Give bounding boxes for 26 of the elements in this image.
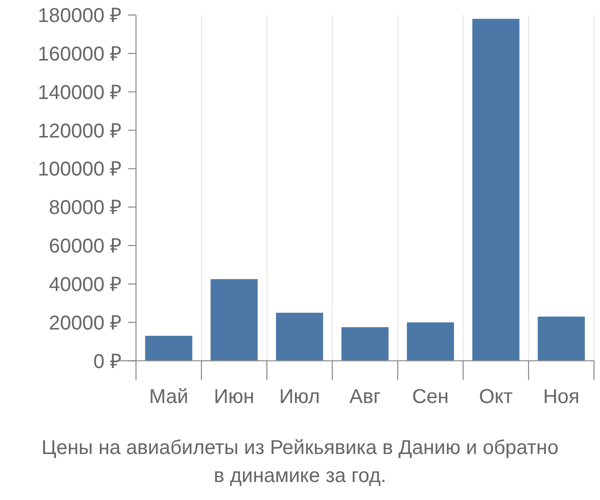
x-tick-label: Июл bbox=[279, 386, 320, 408]
x-tick-label: Июн bbox=[214, 386, 254, 408]
y-tick-label: 120000 ₽ bbox=[38, 120, 122, 142]
text: Цены на авиабилеты из Рейкьявика в Данию и обратно bbox=[42, 437, 558, 459]
text: в динамике за год. bbox=[214, 465, 386, 487]
y-tick-label: 140000 ₽ bbox=[38, 82, 122, 104]
bar bbox=[210, 279, 258, 361]
bar bbox=[472, 18, 520, 361]
y-tick-label: 160000 ₽ bbox=[38, 43, 122, 66]
x-tick-label: Окт bbox=[479, 386, 513, 408]
x-tick-label: Авг bbox=[349, 386, 381, 408]
x-tick-label: Май bbox=[149, 386, 188, 408]
y-tick-label: 100000 ₽ bbox=[38, 158, 122, 181]
bar bbox=[145, 336, 192, 361]
bar bbox=[406, 322, 454, 361]
y-tick-label: 0 ₽ bbox=[93, 350, 122, 373]
bar bbox=[276, 312, 324, 361]
x-tick-label: Сен bbox=[412, 386, 449, 408]
y-tick-label: 180000 ₽ bbox=[38, 5, 122, 27]
y-tick-label: 20000 ₽ bbox=[48, 312, 122, 334]
bar bbox=[341, 327, 389, 361]
x-tick-label: Ноя bbox=[543, 386, 580, 408]
y-tick-label: 60000 ₽ bbox=[48, 236, 122, 258]
y-tick-label: 80000 ₽ bbox=[48, 197, 122, 220]
y-tick-label: 40000 ₽ bbox=[48, 274, 122, 296]
bar bbox=[538, 316, 585, 361]
